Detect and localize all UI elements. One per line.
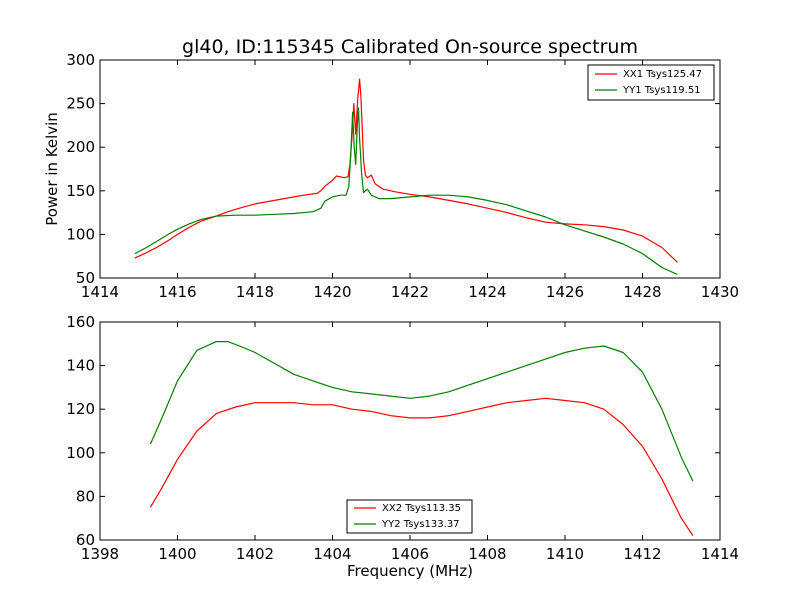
top-y-axis-label: Power in Kelvin	[43, 112, 61, 226]
top-y-tick-label: 50	[76, 269, 95, 287]
top-legend-box	[587, 64, 715, 101]
top-x-tick-label: 1430	[701, 283, 739, 301]
top-x-tick-label: 1428	[623, 283, 661, 301]
bottom-y-tick-label: 140	[66, 357, 95, 375]
chart-title: gl40, ID:115345 Calibrated On-source spe…	[182, 36, 638, 58]
top-x-tick-label: 1422	[391, 283, 429, 301]
legend-label-xx2: XX2 Tsys113.35	[382, 503, 461, 514]
bottom-series-line-1	[149, 341, 694, 482]
top-plot-area: 1414 1416 1418 1420 1422 1424 1426 1428 1430 50 10…	[66, 51, 739, 301]
top-x-tick-label: 1424	[468, 283, 506, 301]
top-series-line-1	[134, 107, 678, 276]
bottom-y-tick-label: 100	[66, 444, 95, 462]
bottom-y-tick-label: 160	[66, 313, 95, 331]
bottom-legend-box	[346, 499, 473, 534]
bottom-x-tick-label: 1410	[546, 545, 584, 563]
top-y-tick-label: 200	[66, 138, 95, 156]
bottom-x-tick-label: 1398	[81, 545, 119, 563]
bottom-x-tick-label: 1400	[158, 545, 196, 563]
bottom-plot-frame	[99, 321, 721, 541]
legend-label-yy1: YY1 Tsys119.51	[622, 85, 701, 96]
bottom-y-tick-label: 80	[76, 487, 95, 505]
top-legend: XX1 Tsys125.47 YY1 Tsys119.51	[587, 64, 715, 101]
bottom-y-tick-label: 60	[76, 531, 95, 549]
bottom-x-tick-label: 1408	[468, 545, 506, 563]
top-x-tick-label: 1414	[81, 283, 119, 301]
legend-label-yy2: YY2 Tsys133.37	[381, 519, 460, 530]
top-x-tick-label: 1416	[158, 283, 196, 301]
bottom-x-tick-label: 1412	[623, 545, 661, 563]
top-x-tick-label: 1426	[546, 283, 584, 301]
top-x-tick-label: 1418	[236, 283, 274, 301]
top-y-tick-label: 150	[66, 182, 95, 200]
bottom-y-tick-label: 120	[66, 400, 95, 418]
bottom-chart: 1398 1400 1402 1404 1406 1408 1410 1412 1414 60 80…	[66, 313, 739, 580]
top-y-tick-label: 100	[66, 225, 95, 243]
top-x-tick-label: 1420	[313, 283, 351, 301]
bottom-x-tick-label: 1404	[313, 545, 351, 563]
bottom-plot-area: 1398 1400 1402 1404 1406 1408 1410 1412 1414 60 80…	[66, 313, 739, 563]
legend-label-xx1: XX1 Tsys125.47	[623, 69, 702, 80]
bottom-x-tick-label: 1406	[391, 545, 429, 563]
top-plot-frame	[99, 59, 721, 279]
top-series-line-0	[134, 78, 678, 263]
bottom-series-line-0	[149, 397, 694, 536]
bottom-x-tick-label: 1414	[701, 545, 739, 563]
bottom-x-tick-label: 1402	[236, 545, 274, 563]
bottom-x-axis-label: Frequency (MHz)	[347, 562, 473, 580]
top-y-tick-label: 250	[66, 95, 95, 113]
top-chart: gl40, ID:115345 Calibrated On-source spe…	[43, 36, 739, 301]
top-y-tick-label: 300	[66, 51, 95, 69]
bottom-legend: XX2 Tsys113.35 YY2 Tsys133.37	[346, 499, 473, 534]
